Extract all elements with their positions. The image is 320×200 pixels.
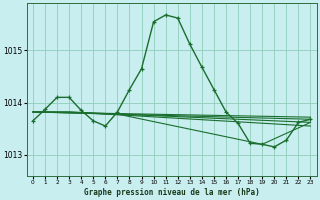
X-axis label: Graphe pression niveau de la mer (hPa): Graphe pression niveau de la mer (hPa) bbox=[84, 188, 260, 197]
